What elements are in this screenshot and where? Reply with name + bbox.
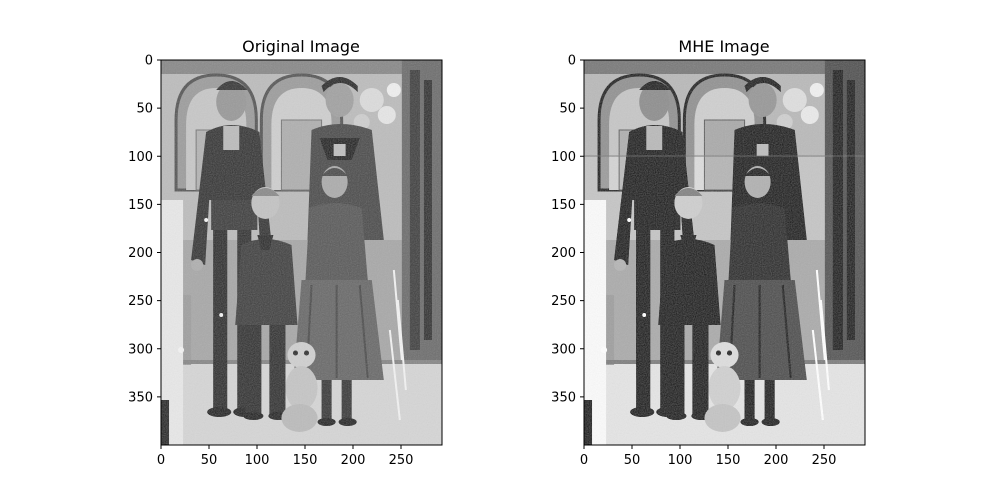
x-tick-label: 0 [580,453,588,468]
x-tick-label: 250 [389,453,414,468]
y-tick-label: 50 [559,102,576,117]
panel-title: Original Image [242,37,360,56]
y-tick-label: 0 [145,54,153,69]
right-ticks: 0 50 100 150 200 250 0 50 100 150 200 250 300 350 [551,54,836,469]
y-tick-label: 250 [551,294,576,309]
x-tick-label: 50 [624,453,641,468]
y-tick-label: 100 [128,150,153,165]
y-tick-label: 150 [551,198,576,213]
x-tick-label: 100 [245,453,270,468]
right-photo [582,58,867,447]
left-panel: Original Image 0 50 100 150 200 250 0 50 100 150 2… [128,37,444,469]
y-tick-label: 300 [551,342,576,357]
x-tick-label: 200 [341,453,366,468]
y-tick-label: 0 [568,54,576,69]
x-tick-label: 0 [157,453,165,468]
x-tick-label: 50 [201,453,218,468]
y-tick-label: 250 [128,294,153,309]
left-ticks: 0 50 100 150 200 250 0 50 100 150 200 250 300 350 [128,54,413,469]
y-tick-label: 350 [551,390,576,405]
x-tick-label: 100 [668,453,693,468]
x-tick-label: 150 [716,453,741,468]
panel-title: MHE Image [678,37,769,56]
x-tick-label: 250 [812,453,837,468]
left-photo [159,58,444,447]
x-tick-label: 150 [293,453,318,468]
x-tick-label: 200 [764,453,789,468]
y-tick-label: 100 [551,150,576,165]
y-tick-label: 350 [128,390,153,405]
right-panel: MHE Image 0 50 100 150 200 250 0 50 100 150 200 250… [551,37,867,469]
y-tick-label: 300 [128,342,153,357]
y-tick-label: 200 [551,246,576,261]
y-tick-label: 50 [136,102,153,117]
y-tick-label: 150 [128,198,153,213]
y-tick-label: 200 [128,246,153,261]
